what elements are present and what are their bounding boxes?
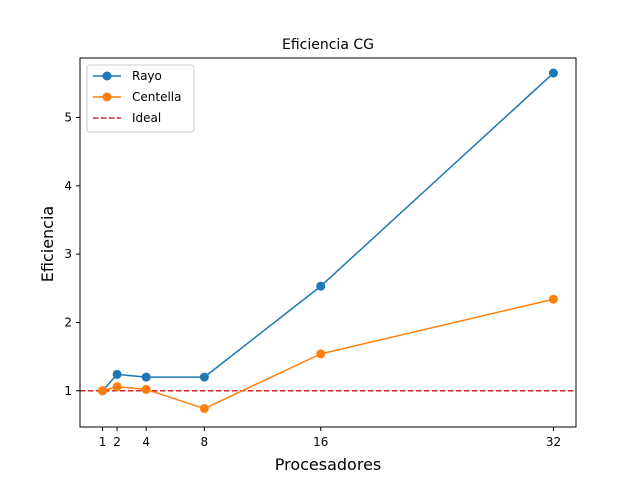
chart-title: Eficiencia CG [282,37,374,53]
x-axis-label: Procesadores [275,455,382,474]
axes-frame [79,57,577,428]
y-tick-label: 1 [64,384,72,398]
data-point-rayo [141,372,151,382]
y-axis-label: Eficiencia [38,206,57,282]
x-tick-label: 4 [142,435,150,449]
x-tick-label: 1 [99,435,107,449]
data-point-centella [199,404,209,414]
legend-marker-rayo [102,71,112,81]
y-tick-label: 5 [64,110,72,124]
legend-marker-centella [102,92,112,102]
data-point-centella [316,349,326,359]
legend-label-rayo: Rayo [132,69,162,83]
data-point-centella [112,382,122,392]
data-point-rayo [199,372,209,382]
data-point-centella [98,386,108,396]
y-tick-label: 2 [64,315,72,329]
data-point-centella [548,294,558,304]
legend: Rayo Centella Ideal [86,64,195,133]
data-point-rayo [112,369,122,379]
x-tick-label: 32 [546,435,561,449]
data-point-rayo [316,281,326,291]
y-tick-label: 3 [64,247,72,261]
series-line-centella [102,298,554,410]
y-tick-label: 4 [64,179,72,193]
x-tick-label: 8 [201,435,209,449]
x-tick-label: 2 [113,435,121,449]
legend-box [86,64,195,133]
legend-label-centella: Centella [132,90,181,104]
data-point-centella [141,384,151,394]
data-point-rayo [548,68,558,78]
x-tick-label: 16 [313,435,328,449]
legend-label-ideal: Ideal [132,111,161,125]
